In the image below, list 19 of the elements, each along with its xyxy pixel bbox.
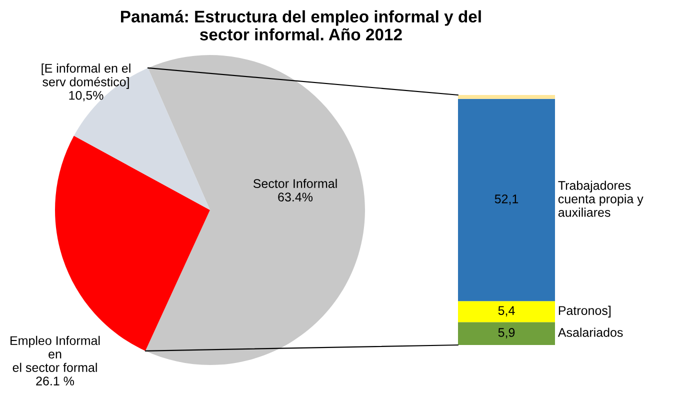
slice-label: Empleo Informal en el sector formal — [10, 336, 100, 372]
series-label: Trabajadores cuenta propia y auxiliares — [558, 180, 644, 217]
pie-slice — [55, 136, 210, 351]
data-label: 52,1 — [494, 194, 518, 205]
bar — [458, 95, 555, 99]
pie-slice — [145, 55, 365, 365]
slice-label: Sector Informal — [253, 178, 337, 188]
slice-label: [E informal en el serv doméstico] — [42, 64, 130, 89]
data-label: 63.4% — [278, 192, 313, 202]
series-label: Patronos] — [558, 306, 611, 318]
bar — [458, 322, 555, 345]
chart-title: Panamá: Estructura del empleo informal y del sector informal. Año 2012 — [121, 10, 481, 40]
data-label: 5,9 — [498, 328, 515, 338]
data-label: 10,5% — [69, 90, 104, 102]
series-label: Asalariados — [558, 328, 623, 337]
data-label: 5,4 — [498, 306, 515, 316]
data-label: 26.1 % — [36, 376, 74, 386]
bar — [458, 98, 555, 302]
bar — [458, 301, 555, 322]
